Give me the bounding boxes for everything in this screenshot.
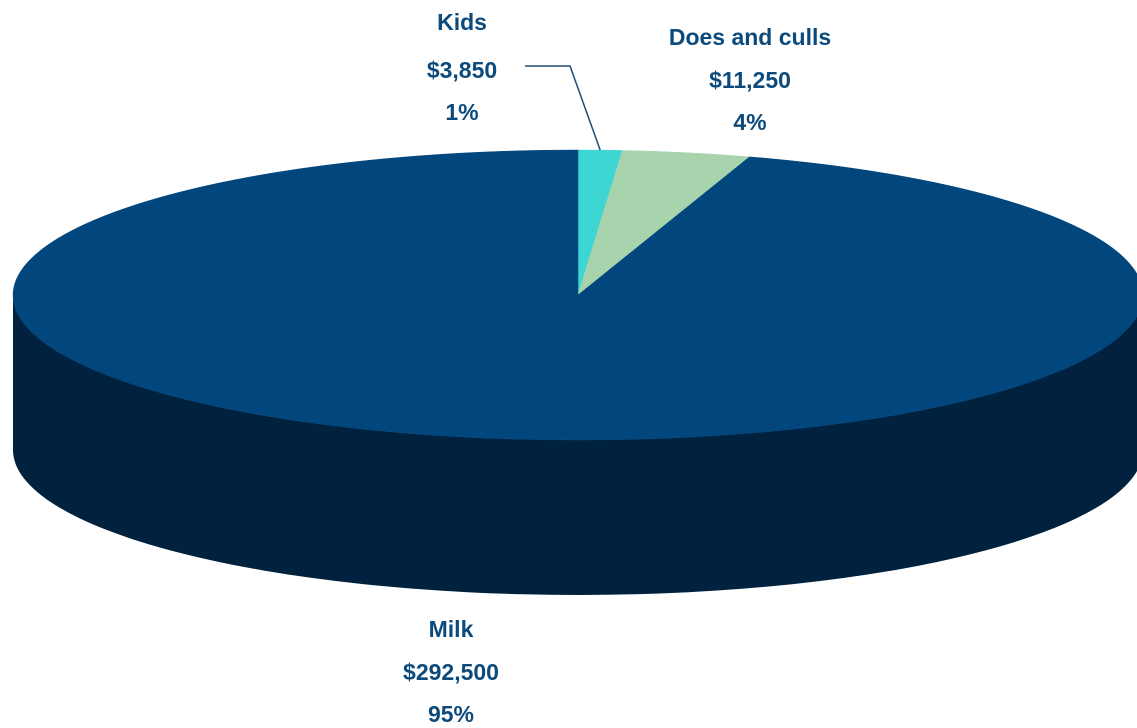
- slice-name-does-and-culls: Does and culls: [669, 24, 831, 50]
- slice-value-kids: $3,850: [427, 57, 497, 83]
- slice-label-does-and-culls: Does and culls $11,250 4%: [669, 24, 831, 135]
- slice-percent-kids: 1%: [445, 99, 478, 125]
- slice-name-milk: Milk: [429, 616, 474, 642]
- slice-name-kids: Kids: [437, 9, 487, 35]
- pie-slice-milk: [12, 149, 1137, 441]
- slice-label-kids: Kids $3,850 1%: [427, 9, 497, 125]
- pie-side-milk: [13, 295, 1137, 595]
- slice-percent-milk: 95%: [428, 701, 474, 727]
- slice-value-does-and-culls: $11,250: [709, 67, 791, 93]
- slice-label-milk: Milk $292,500 95%: [403, 616, 499, 727]
- slice-value-milk: $292,500: [403, 659, 499, 685]
- slice-percent-does-and-culls: 4%: [733, 109, 766, 135]
- leader-line-kids: [525, 65, 601, 151]
